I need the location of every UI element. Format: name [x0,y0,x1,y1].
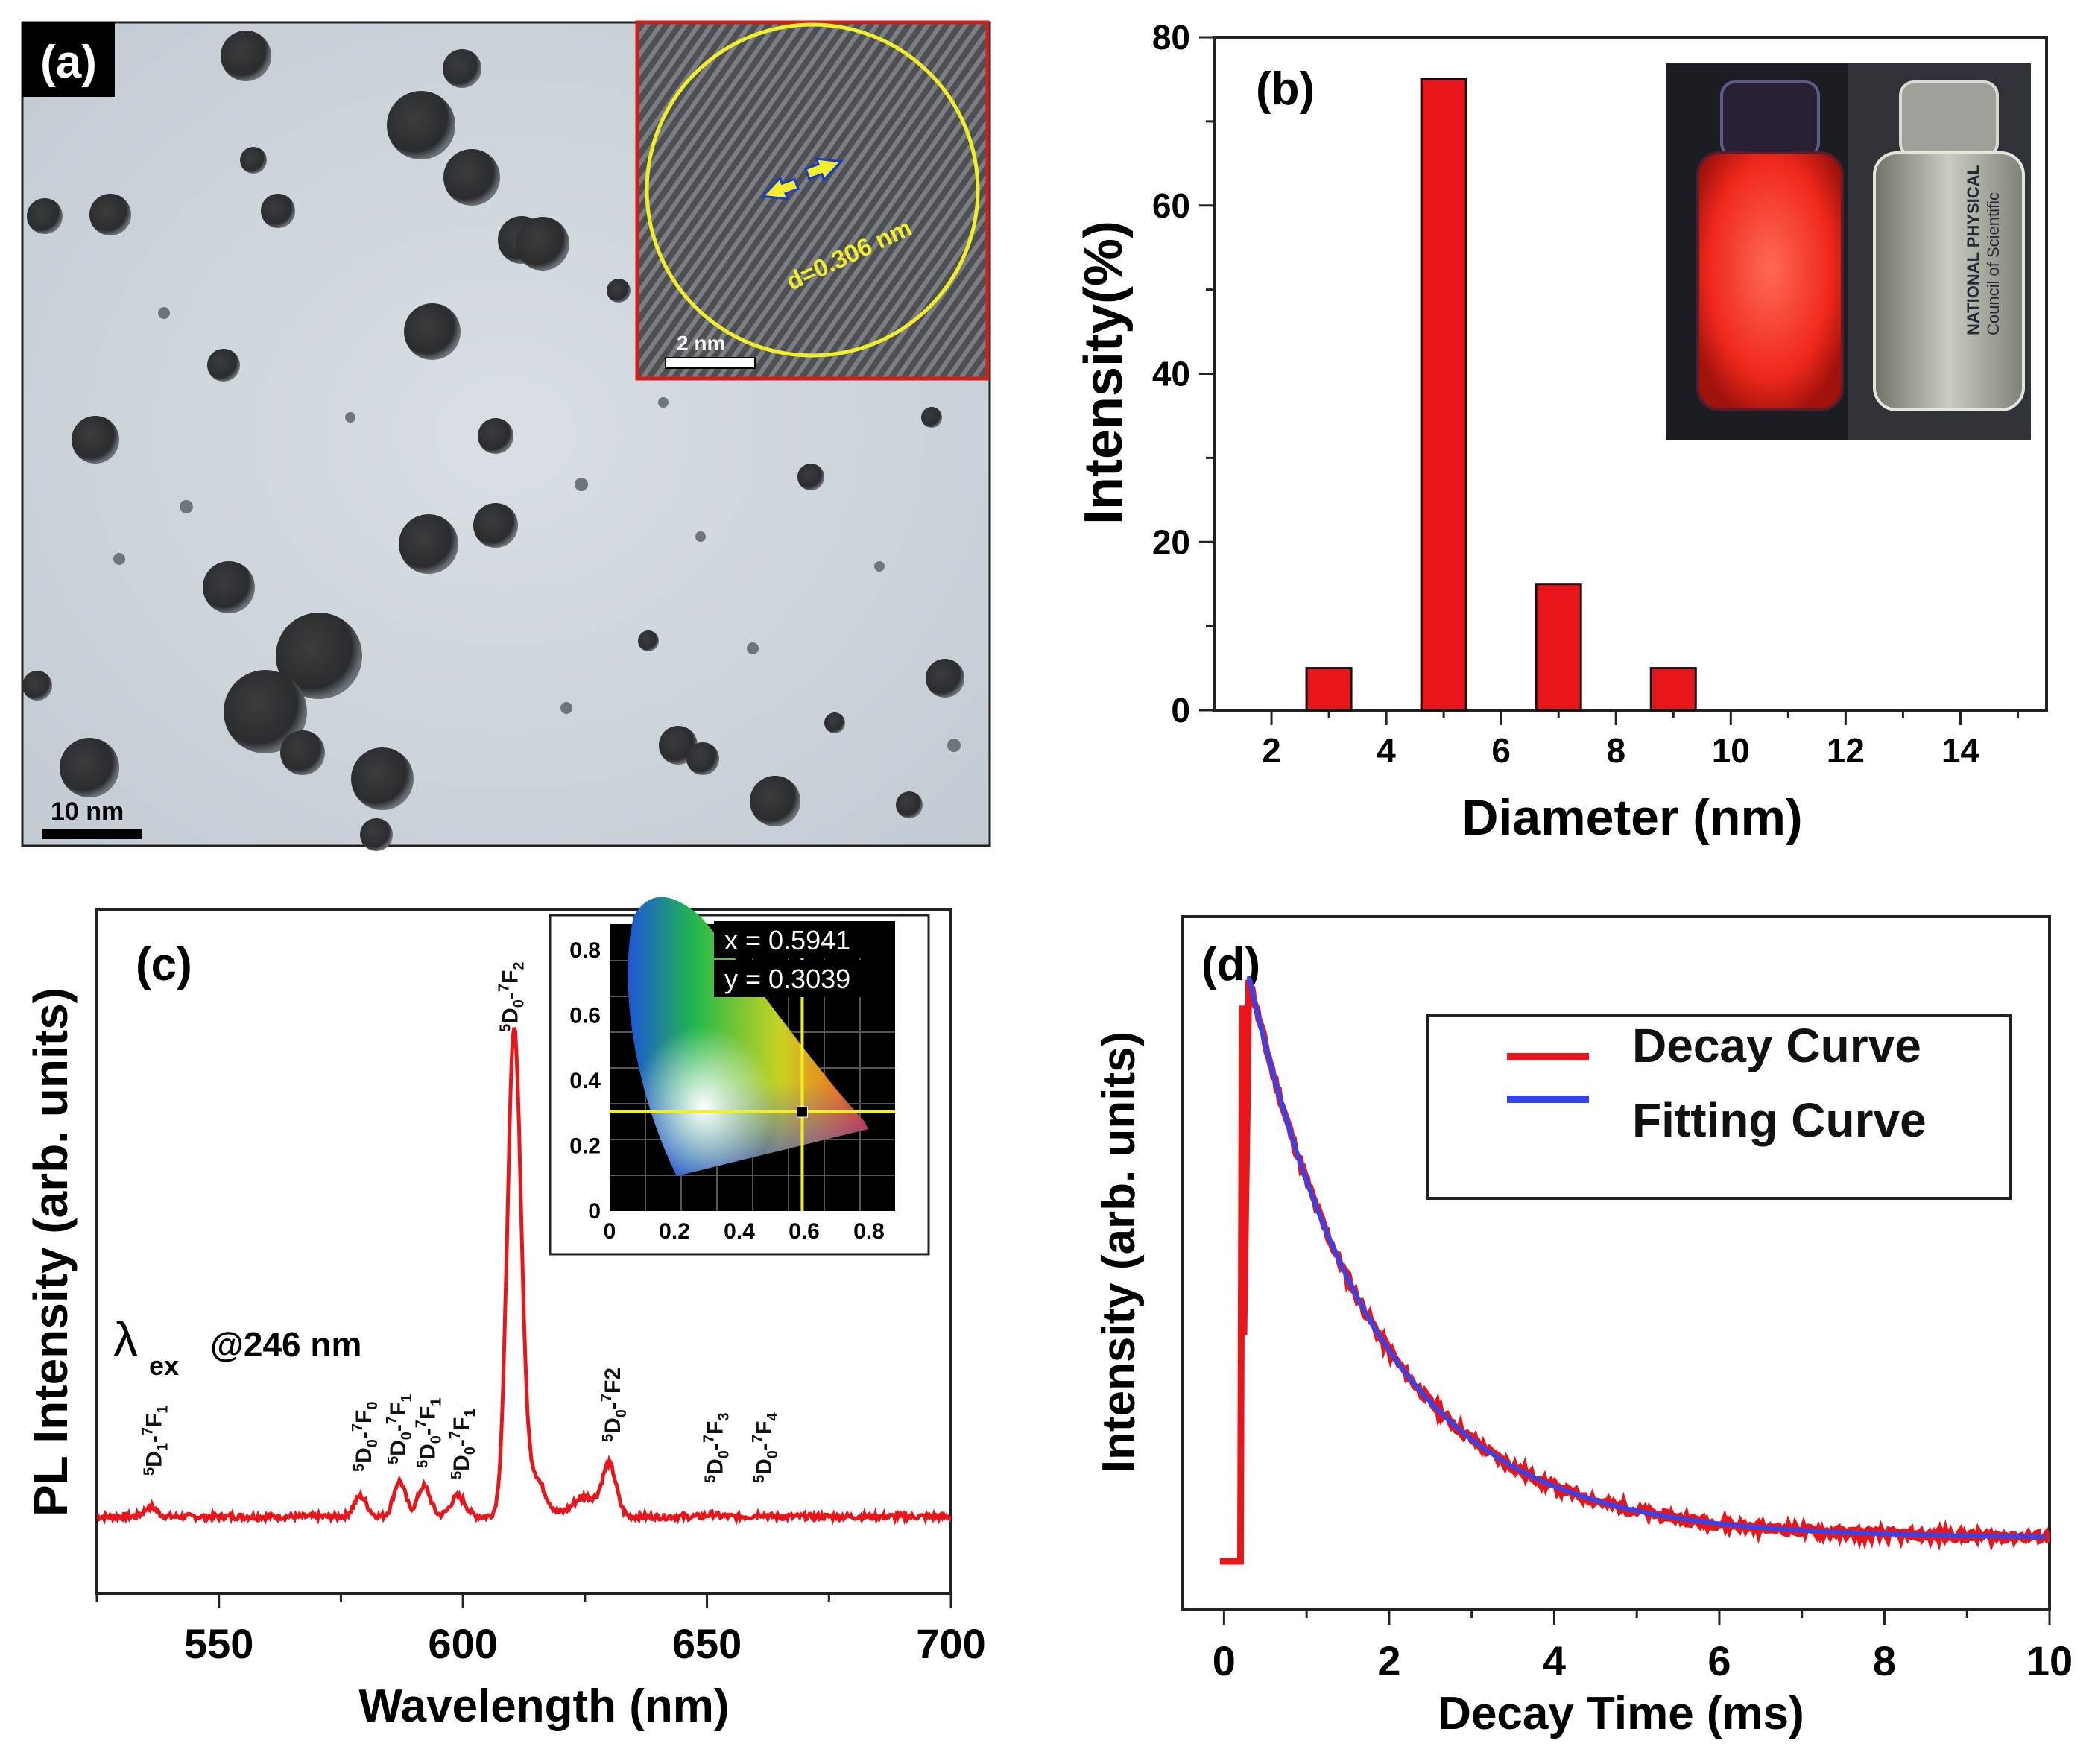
panel-d-decay: (d) 0 2 4 6 8 10 Decay Curve Fitting Curve De… [1093,915,2073,1739]
panel-d-x-tick-label: 10 [2026,1637,2073,1684]
vial-label-line-1: NATIONAL PHYSICAL [1964,165,1982,335]
histogram-bar [1649,667,1697,712]
panel-c-x-axis-title: Wavelength (nm) [358,1681,729,1732]
scale-bar [42,829,142,839]
panel-b-y-tick-label: 80 [1152,18,1190,57]
red-vial-cap [1720,80,1820,158]
transition-label: 5D0-7F0 [350,1402,381,1473]
vial-label-line-2: Council of Scientific [1984,192,2003,335]
panel-d-y-axis-title: Intensity (arb. units) [1093,1031,1145,1473]
panel-b-y-tick-label: 60 [1152,186,1190,225]
arrow-right-icon [804,157,844,182]
panel-b-y-tick-label: 40 [1152,355,1190,393]
lambda-symbol: λ [113,1312,138,1367]
legend-decay-label: Decay Curve [1632,1019,1921,1072]
inset-scale-bar-label: 2 nm [677,332,725,355]
cie-y-readout: y = 0.3039 [724,964,850,994]
cie-x-readout: x = 0.5941 [724,925,850,955]
panel-c-x-tick-label: 650 [672,1620,742,1667]
panel-b-y-tick-label: 0 [1171,691,1190,730]
transition-label: 5D0-7F2 [496,962,528,1033]
panel-b-x-tick-label: 12 [1827,731,1865,770]
panel-c-x-tick-label: 600 [428,1620,497,1667]
histogram-bar [1420,78,1467,712]
cie-chromaticity-inset: x = 0.5941 y = 0.3039 0 0.2 0.4 0.6 0.800.20… [549,897,930,1256]
transition-label: 5D0-7F3 [701,1413,733,1484]
panel-b-y-axis-title: Intensity(%) [1074,221,1134,525]
panel-d-x-tick-label: 6 [1707,1637,1731,1684]
cie-y-tick-label: 0.4 [569,1069,601,1093]
transition-label: 5D0-7F2 [598,1368,630,1442]
transition-label: 5D0-7F1 [413,1398,444,1469]
histogram-bar [1535,583,1582,712]
panel-b-x-tick-label: 6 [1491,731,1511,770]
legend-fit-label: Fitting Curve [1632,1093,1927,1147]
panel-b-ticks: 2 4 6 8 10 12 14 0 20 40 60 80 [1152,18,2019,770]
fitting-curve-line [1246,976,2046,1540]
transition-label: 5D0-7F4 [750,1412,781,1483]
panel-a-label: (a) [40,37,97,88]
transition-labels: 5D1-7F15D0-7F05D0-7F15D0-7F15D0-7F15D0-7… [140,962,782,1484]
panel-b-x-tick-label: 2 [1262,731,1281,770]
cie-x-tick-label: 0.8 [853,1219,885,1244]
panel-b-histogram: (b) 2 4 6 8 10 12 14 0 20 40 60 80 Diameter (nm) In… [1074,18,2048,846]
lambda-subscript: ex [149,1350,179,1381]
cie-x-tick-label: 0 [604,1219,616,1244]
pl-spectrum-line [97,1027,951,1526]
panel-d-x-tick-label: 4 [1543,1637,1566,1684]
excitation-label: @246 nm [210,1325,361,1364]
panel-a-label-bg [22,22,115,97]
hrtem-inset: d=0.306 nm 2 nm [635,20,990,381]
cie-x-tick-label: 0.6 [789,1219,820,1244]
cie-tick-labels: 0 0.2 0.4 0.6 0.8 0 0.2 0.4 0.6 0.8 [569,938,885,1244]
panel-c-x-tick-label: 700 [916,1620,985,1667]
panel-b-x-axis-title: Diameter (nm) [1461,789,1802,846]
panel-c-ticks: 550 600 650 700 [95,1593,986,1667]
panel-a-tem-image: (a) 10 nm d=0.306 nm 2 nm [21,20,991,851]
cie-point-marker [796,1106,808,1118]
panel-c-x-tick-label: 550 [184,1620,253,1667]
panel-d-x-axis-title: Decay Time (ms) [1438,1688,1804,1739]
arrow-left-icon [760,176,800,200]
inset-scale-bar [665,357,756,369]
panel-d-x-tick-label: 2 [1377,1637,1400,1684]
vial-photo-inset: NATIONAL PHYSICAL Council of Scientific [1666,63,2031,440]
panel-d-x-tick-label: 8 [1873,1637,1896,1684]
transition-label: 5D0-7F1 [384,1394,415,1465]
cie-y-tick-label: 0.2 [569,1134,601,1159]
red-emission-vial [1696,151,1844,411]
cie-y-tick-label: 0 [588,1199,601,1224]
transition-label: 5D0-7F1 [447,1409,478,1480]
particle-outline [645,22,980,358]
scale-bar-label: 10 nm [51,797,124,826]
panel-c-y-axis-title: PL Intensity (arb. units) [24,987,78,1517]
panel-b-label: (b) [1256,63,1315,115]
panel-b-x-tick-label: 8 [1606,731,1625,770]
panel-b-x-tick-label: 14 [1941,731,1980,770]
panel-d-ticks: 0 2 4 6 8 10 [1213,1610,2073,1684]
transition-label: 5D1-7F1 [140,1406,171,1476]
cie-x-readout-bg [714,921,895,958]
nanoparticles [22,31,964,851]
panel-d-legend: Decay Curve Fitting Curve [1426,1014,2012,1200]
cie-y-tick-label: 0.8 [569,938,601,963]
panel-c-pl-spectrum: (c) 550 600 650 700 5D1-7F15D0-7F05D0-7F15D… [24,897,986,1732]
cie-y-readout-bg [714,960,895,997]
panel-b-bars [1305,78,1697,712]
cie-x-tick-label: 0.4 [724,1219,755,1244]
panel-b-x-tick-label: 4 [1377,731,1396,770]
histogram-bar [1305,667,1353,712]
cie-y-tick-label: 0.6 [569,1004,601,1028]
clear-solution-vial [1873,151,2025,411]
cie-x-tick-label: 0.2 [659,1219,690,1244]
clear-vial-cap [1899,80,1999,158]
panel-c-label: (c) [136,939,192,990]
panel-b-y-tick-label: 20 [1152,522,1190,561]
panel-d-x-tick-label: 0 [1213,1637,1236,1684]
panel-b-x-tick-label: 10 [1712,731,1750,770]
